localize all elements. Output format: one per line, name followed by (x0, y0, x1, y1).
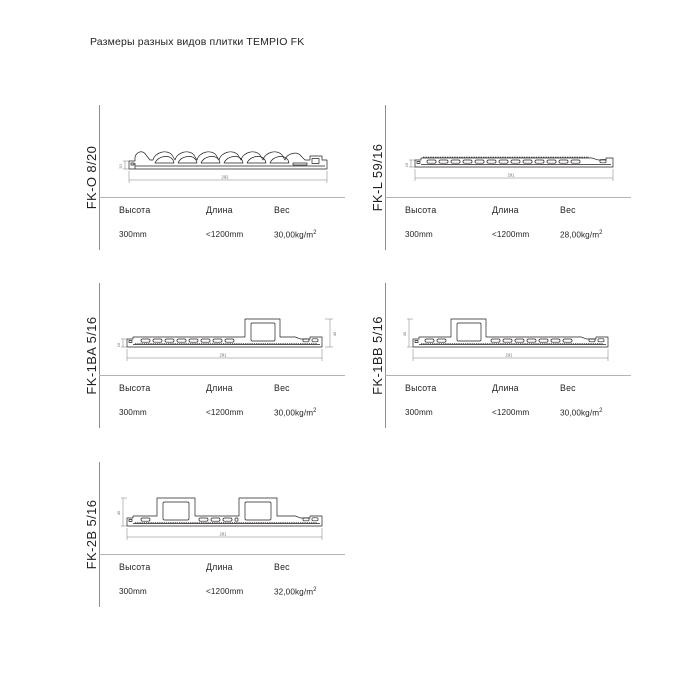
drawing-thickness-dim: 16 (404, 162, 409, 167)
spec-col-length: Длина <1200mm (492, 205, 529, 239)
spec-col-height: Высота 300mm (405, 383, 436, 417)
spec-val-length: <1200mm (206, 587, 244, 596)
panel-divider-rule (385, 375, 631, 376)
spec-head-weight: Вес (274, 562, 290, 572)
panel-code-label: FK-L 59/16 (370, 143, 385, 212)
weight-number: 30,00kg/m (274, 408, 314, 418)
spec-row: Высота 300mm Длина <1200mm Вес 30,00kg/m… (99, 383, 349, 429)
spec-val-weight: 30,00kg/m2 (274, 230, 317, 240)
spec-col-height: Высота 300mm (119, 205, 150, 239)
spec-val-length: <1200mm (492, 408, 530, 417)
weight-exponent: 2 (599, 408, 603, 414)
weight-exponent: 2 (599, 230, 603, 236)
spec-col-height: Высота 300mm (119, 562, 150, 596)
panel-code-label: FK-1BA 5/16 (84, 316, 99, 395)
weight-number: 32,00kg/m (274, 587, 314, 597)
spec-head-height: Высота (405, 205, 437, 215)
panel-divider-rule (385, 197, 631, 198)
drawing-thickness-dim: 20 (118, 164, 123, 169)
spec-col-weight: Вес 30,00kg/m2 (560, 383, 603, 418)
profile-drawing-wave: 292 20 (117, 127, 345, 193)
spec-head-height: Высота (119, 205, 151, 215)
spec-head-length: Длина (206, 562, 233, 572)
drawing-height-dim: 45 (403, 331, 407, 336)
spec-col-length: Длина <1200mm (206, 383, 243, 417)
weight-number: 28,00kg/m (560, 230, 600, 240)
spec-head-height: Высота (119, 383, 151, 393)
spec-head-weight: Вес (560, 383, 576, 393)
spec-col-length: Длина <1200mm (206, 205, 243, 239)
spec-row: Высота 300mm Длина <1200mm Вес 30,00kg/m… (385, 383, 635, 429)
spec-col-weight: Вес 30,00kg/m2 (274, 383, 317, 418)
weight-exponent: 2 (313, 587, 317, 593)
drawing-height-dim: 45 (332, 331, 337, 336)
spec-head-length: Длина (492, 383, 519, 393)
spec-col-length: Длина <1200mm (206, 562, 243, 596)
page-title: Размеры разных видов плитки TEMPIO FK (90, 36, 305, 48)
panel-left-rule (385, 283, 386, 428)
weight-number: 30,00kg/m (274, 230, 314, 240)
spec-head-height: Высота (405, 383, 437, 393)
profile-drawing-one-block-right: 291 16 45 (117, 305, 345, 371)
spec-val-length: <1200mm (206, 230, 244, 239)
drawing-width-dim: 291 (508, 173, 516, 178)
spec-val-length: <1200mm (206, 408, 244, 417)
spec-col-weight: Вес 28,00kg/m2 (560, 205, 603, 240)
spec-col-height: Высота 300mm (119, 383, 150, 417)
spec-head-weight: Вес (274, 383, 290, 393)
spec-val-weight: 30,00kg/m2 (560, 408, 603, 418)
spec-val-weight: 30,00kg/m2 (274, 408, 317, 418)
weight-exponent: 2 (313, 230, 317, 236)
panel-left-rule (99, 105, 100, 250)
spec-head-length: Длина (492, 205, 519, 215)
profile-drawing-two-blocks: 291 45 (117, 484, 345, 550)
drawing-width-dim: 291 (506, 353, 514, 358)
spec-head-weight: Вес (560, 205, 576, 215)
spec-col-length: Длина <1200mm (492, 383, 529, 417)
panel-divider-rule (99, 554, 345, 555)
spec-head-height: Высота (119, 562, 151, 572)
spec-col-weight: Вес 30,00kg/m2 (274, 205, 317, 240)
spec-val-height: 300mm (405, 230, 433, 239)
panel-code-label: FK-1BB 5/16 (370, 316, 385, 395)
spec-val-height: 300mm (119, 230, 147, 239)
weight-number: 30,00kg/m (560, 408, 600, 418)
spec-row: Высота 300mm Длина <1200mm Вес 32,00kg/m… (99, 562, 349, 608)
drawing-width-dim: 291 (220, 353, 228, 358)
panel-divider-rule (99, 375, 345, 376)
spec-row: Высота 300mm Длина <1200mm Вес 30,00kg/m… (99, 205, 349, 251)
spec-val-length: <1200mm (492, 230, 530, 239)
panel-code-label: FK-O 8/20 (84, 145, 99, 210)
drawing-width-dim: 292 (222, 175, 230, 180)
weight-exponent: 2 (313, 408, 317, 414)
panel-left-rule (385, 105, 386, 250)
spec-val-height: 300mm (119, 408, 147, 417)
profile-drawing-one-block-left: 291 45 (403, 305, 631, 371)
spec-col-height: Высота 300mm (405, 205, 436, 239)
spec-val-weight: 32,00kg/m2 (274, 587, 317, 597)
panel-left-rule (99, 283, 100, 428)
panel-code-label: FK-2B 5/16 (84, 499, 99, 570)
panel-left-rule (99, 462, 100, 607)
spec-head-length: Длина (206, 383, 233, 393)
drawing-thickness-dim: 16 (117, 342, 121, 347)
spec-head-length: Длина (206, 205, 233, 215)
spec-val-height: 300mm (405, 408, 433, 417)
panel-divider-rule (99, 197, 345, 198)
spec-row: Высота 300mm Длина <1200mm Вес 28,00kg/m… (385, 205, 635, 251)
spec-val-weight: 28,00kg/m2 (560, 230, 603, 240)
drawing-width-dim: 291 (220, 532, 228, 537)
profile-drawing-flat-slotted: 291 16 (403, 127, 631, 193)
spec-head-weight: Вес (274, 205, 290, 215)
drawing-height-dim: 45 (117, 510, 121, 515)
spec-val-height: 300mm (119, 587, 147, 596)
spec-col-weight: Вес 32,00kg/m2 (274, 562, 317, 597)
